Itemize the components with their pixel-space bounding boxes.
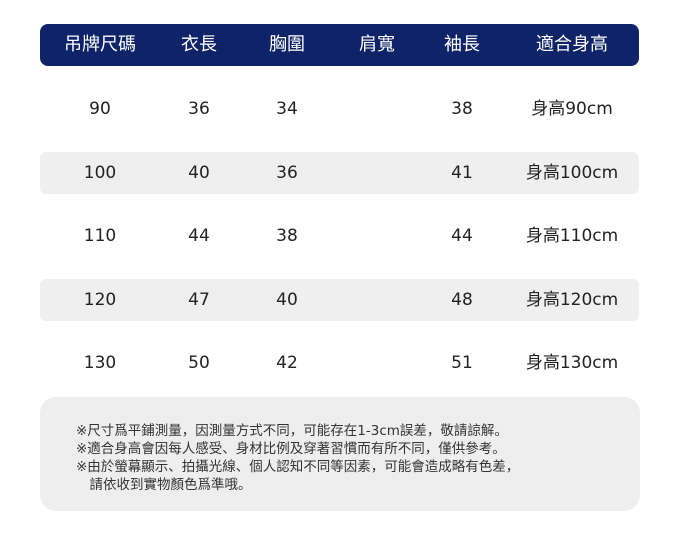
header-height: 適合身高 <box>536 34 608 55</box>
table-cell: 100 <box>83 162 117 183</box>
note-line: ※適合身高會因每人感受、身材比例及穿著習慣而有所不同，僅供參考。 <box>76 441 506 457</box>
table-cell: 身高130cm <box>525 353 619 373</box>
note-line: 請依收到實物顏色爲準哦。 <box>76 477 252 493</box>
table-cell: 身高100cm <box>525 162 619 183</box>
table-cell: 42 <box>276 353 298 373</box>
table-cell: 48 <box>451 289 473 310</box>
table-cell: 身高110cm <box>525 226 619 246</box>
table-row: 110 44 38 44 身高110cm <box>40 215 639 257</box>
header-size-tag: 吊牌尺碼 <box>64 34 136 55</box>
header-shoulder: 肩寬 <box>359 34 395 55</box>
table-cell: 44 <box>451 226 473 246</box>
notes-box: ※尺寸爲平鋪測量，因測量方式不同，可能存在1-3cm誤差，敬請諒解。 ※適合身高… <box>40 397 640 511</box>
note-line: ※尺寸爲平鋪測量，因測量方式不同，可能存在1-3cm誤差，敬請諒解。 <box>76 423 508 439</box>
table-cell: 51 <box>451 353 473 373</box>
table-row: 130 50 42 51 身高130cm <box>40 342 639 384</box>
table-cell: 41 <box>451 162 473 183</box>
table-cell: 130 <box>83 353 117 373</box>
table-header: 吊牌尺碼 衣長 胸圍 肩寬 袖長 適合身高 <box>40 24 639 66</box>
table-cell: 36 <box>276 162 298 183</box>
header-length: 衣長 <box>181 34 217 55</box>
table-cell: 38 <box>451 99 473 119</box>
table-cell: 36 <box>188 99 210 119</box>
table-cell: 34 <box>276 99 298 119</box>
table-cell: 110 <box>83 226 117 246</box>
header-sleeve: 袖長 <box>444 34 480 55</box>
table-cell: 38 <box>276 226 298 246</box>
table-cell: 身高90cm <box>531 99 613 119</box>
table-cell: 47 <box>188 289 210 310</box>
table-row: 100 40 36 41 身高100cm <box>40 151 639 194</box>
table-cell: 50 <box>188 353 210 373</box>
note-line: ※由於螢幕顯示、拍攝光線、個人認知不同等因素，可能會造成略有色差， <box>76 459 520 475</box>
table-cell: 40 <box>188 162 210 183</box>
table-cell: 40 <box>276 289 298 310</box>
header-chest: 胸圍 <box>269 34 305 55</box>
table-cell: 90 <box>89 99 111 119</box>
table-cell: 身高120cm <box>525 289 619 310</box>
table-cell: 120 <box>83 289 117 310</box>
table-row: 90 36 34 38 身高90cm <box>40 88 639 130</box>
table-row: 120 47 40 48 身高120cm <box>40 278 639 321</box>
table-cell: 44 <box>188 226 210 246</box>
